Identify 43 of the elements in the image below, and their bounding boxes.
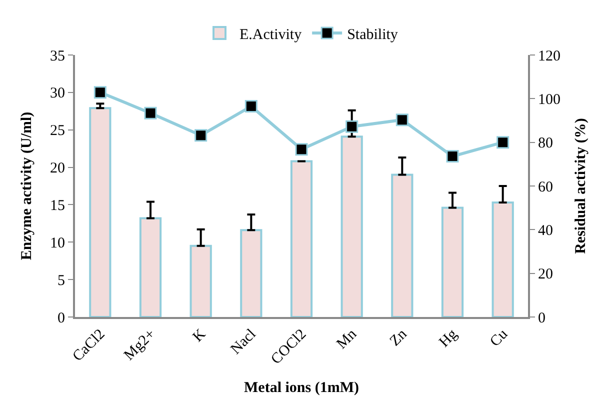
x-tick-label: Cu (487, 326, 512, 350)
bar (290, 160, 313, 317)
x-tick-label: Mn (334, 326, 360, 352)
y-tick-label: 20 (50, 160, 65, 177)
y2-tick-label: 80 (538, 136, 553, 152)
bar (441, 206, 464, 317)
point (94, 86, 106, 99)
x-tick-label: Hg (436, 326, 461, 351)
bar (139, 217, 162, 317)
point (194, 129, 208, 142)
y-tick-label: 15 (50, 198, 65, 214)
y2-tick-label: 60 (538, 179, 553, 196)
x-axis-title: Metal ions (1mM) (244, 380, 359, 396)
y-tick-label: 25 (50, 123, 65, 140)
point (396, 114, 408, 126)
point (295, 143, 308, 156)
legend-label: E.Activity (240, 26, 302, 43)
x-tick-label: Zn (387, 326, 411, 350)
y-tick-label: 0 (58, 310, 65, 326)
y2-axis-title: Residual activity (%) (573, 118, 589, 254)
y-tick-label: 35 (50, 48, 65, 64)
y-tick-label: 10 (50, 235, 65, 252)
bar (492, 201, 514, 317)
y-tick-label: 5 (58, 272, 65, 289)
point (144, 106, 157, 120)
y2-tick-label: 20 (538, 266, 553, 283)
legend-label: Stability (347, 26, 398, 43)
y-tick-label: 30 (50, 86, 65, 102)
point (446, 150, 459, 163)
point (346, 120, 358, 133)
bar (340, 136, 363, 317)
y2-tick-label: 40 (538, 222, 553, 239)
y2-tick-label: 120 (538, 48, 560, 64)
y2-tick-label: 100 (538, 92, 560, 108)
x-tick-label: K (190, 326, 210, 346)
y-axis-title: Enzyme activity (U/ml) (18, 112, 35, 260)
bar (391, 174, 414, 317)
bar (89, 107, 112, 317)
point (244, 100, 258, 113)
y2-tick-label: 0 (538, 310, 546, 326)
bar (190, 244, 212, 317)
bar (240, 229, 262, 317)
point (496, 136, 510, 149)
